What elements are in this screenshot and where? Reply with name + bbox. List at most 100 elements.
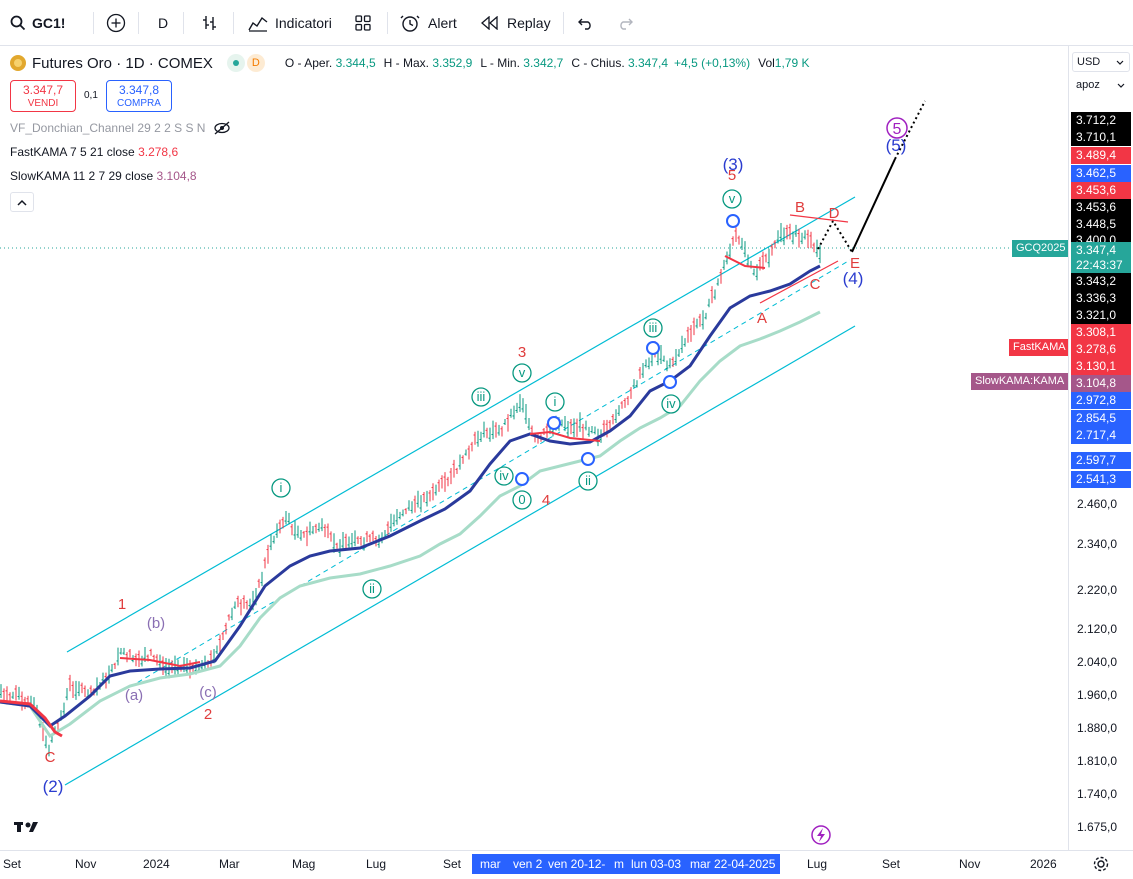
wave-label-green-circle [512, 363, 532, 383]
lightning-icon [811, 825, 831, 845]
wave-label-green-circle [362, 579, 382, 599]
donchian-legend[interactable]: VF_Donchian_Channel 29 2 2 S S N [10, 121, 231, 135]
wave-label-green-circle [545, 392, 565, 412]
wave-label-blue: (2) [43, 777, 64, 796]
wave-label-red: D [829, 205, 840, 222]
settings-button[interactable] [1092, 855, 1110, 876]
wave-label-blue: (5) [886, 136, 907, 155]
indicators-icon [248, 16, 268, 32]
price-axis-label: 2.340,0 [1077, 537, 1118, 551]
pivot-marker [515, 472, 529, 486]
time-axis-label: Nov [959, 857, 981, 871]
wave-label-purple: (b) [147, 615, 165, 632]
collapse-legend-button[interactable] [10, 192, 34, 212]
price-axis-label: 1.880,0 [1077, 721, 1118, 735]
price-axis-label: 2.460,0 [1077, 497, 1118, 511]
buy-button[interactable]: 3.347,8 COMPRA [106, 80, 172, 112]
time-axis-highlight-label: mar [480, 857, 501, 871]
wave-label-purple: (c) [199, 684, 217, 701]
chart-pane[interactable]: 1 2 3 4 5 A B C D E C (2) (3) (4) (5) 0 (b) (a) (c) 5 i ii iii… [0, 46, 1070, 850]
alert-button[interactable]: Alert [400, 0, 457, 46]
alarm-clock-icon [400, 15, 420, 32]
wave-label-red: C [810, 276, 821, 293]
volume: Vol1,79 K [758, 56, 810, 70]
price-tag: 22:43:37 [1071, 257, 1131, 274]
time-axis-label: Mar [219, 857, 240, 871]
price-axis-label: 2.120,0 [1077, 622, 1118, 636]
fastkama-side-label: FastKAMA [1009, 339, 1070, 356]
time-highlight [472, 854, 780, 874]
ohlc-change: +4,5 (+0,13%) [674, 56, 751, 70]
price-tag: 3.308,1 [1071, 324, 1131, 341]
wave-label-green: iii [649, 320, 658, 335]
sell-button[interactable]: 3.347,7 VENDI [10, 80, 76, 112]
price-tag: 3.453,6 [1071, 199, 1131, 216]
price-tag: 3.347,4 [1071, 242, 1131, 259]
price-tag: 3.343,2 [1071, 273, 1131, 290]
pivot-marker [726, 214, 740, 228]
time-axis-highlight-label: ven 20-12- [548, 857, 606, 871]
wave-label-green: ii [369, 581, 375, 596]
slowkama-side-label: SlowKAMA:KAMA [971, 373, 1069, 390]
eye-crossed-icon[interactable] [213, 121, 231, 135]
wave-label-zero: 0 [518, 492, 525, 507]
add-symbol-button[interactable] [106, 0, 126, 46]
wave-label-green: iv [499, 468, 509, 483]
wave-label-red: C [45, 749, 56, 766]
undo-button[interactable] [578, 0, 594, 46]
price-tag: 3.448,5 [1071, 216, 1131, 233]
delay-badge[interactable]: D [246, 54, 265, 72]
wave-label-red: E [850, 255, 860, 272]
alert-label: Alert [428, 15, 457, 31]
price-tag: 3.712,2 [1071, 112, 1131, 129]
wave-label-red: 4 [542, 492, 550, 509]
indicators-button[interactable]: Indicatori [248, 0, 332, 46]
time-axis[interactable] [0, 850, 1133, 879]
chevron-down-icon [1116, 60, 1124, 65]
ohlc-low: L - Min. 3.342,7 [480, 56, 564, 70]
price-axis-label: 1.810,0 [1077, 754, 1118, 768]
wave-label-green-circle [578, 471, 598, 491]
bar-style-button[interactable] [201, 0, 219, 46]
time-axis-label: Set [3, 857, 22, 871]
price-axis-label: 2.040,0 [1077, 655, 1118, 669]
unit-select[interactable]: apoz [1072, 76, 1130, 96]
redo-icon [620, 18, 633, 30]
symbol-search[interactable]: GC1! [10, 0, 65, 46]
price-tag: 3.336,3 [1071, 290, 1131, 307]
chevron-up-icon [17, 199, 27, 206]
projection-line [851, 158, 896, 253]
fastkama-legend[interactable]: FastKAMA 7 5 21 close 3.278,6 [10, 145, 179, 159]
pivot-marker [581, 452, 595, 466]
time-axis-highlight-label: ven 2 [513, 857, 543, 871]
price-tag: 3.278,6 [1071, 341, 1131, 358]
interval-button[interactable]: D [158, 0, 168, 46]
templates-button[interactable] [354, 0, 372, 46]
wave-label-red: 5 [728, 167, 736, 184]
pivot-marker [663, 375, 677, 389]
currency-select[interactable]: USD [1072, 52, 1130, 72]
price-tag: 2.597,7 [1071, 452, 1131, 469]
red-kama-segment [724, 255, 766, 269]
price-tag: 3.489,4 [1071, 147, 1131, 164]
pivot-marker [646, 341, 660, 355]
wave-label-green: ii [585, 473, 591, 488]
price-tag: 2.717,4 [1071, 427, 1131, 444]
projection-line-dotted [817, 218, 853, 253]
price-tag: 2.541,3 [1071, 471, 1131, 488]
wave-label-green: i [554, 394, 557, 409]
price-tag: 3.462,5 [1071, 165, 1131, 182]
replay-button[interactable]: Replay [481, 0, 551, 46]
projection-line-dotted [894, 100, 926, 160]
indicators-label: Indicatori [275, 15, 332, 31]
wave-label-green-circle [271, 478, 291, 498]
chevron-down-icon [1117, 83, 1125, 88]
redo-button[interactable] [617, 0, 633, 46]
wave-label-green: i [280, 480, 283, 495]
wave-label-green-circle [471, 387, 491, 407]
symbol-title[interactable]: Futures Oro · 1D · COMEX [32, 54, 213, 72]
symbol-legend: Futures Oro · 1D · COMEX D O - Aper. 3.3… [10, 54, 810, 72]
channel-upper-line [66, 196, 856, 653]
slowkama-legend[interactable]: SlowKAMA 11 2 7 29 close 3.104,8 [10, 169, 197, 183]
